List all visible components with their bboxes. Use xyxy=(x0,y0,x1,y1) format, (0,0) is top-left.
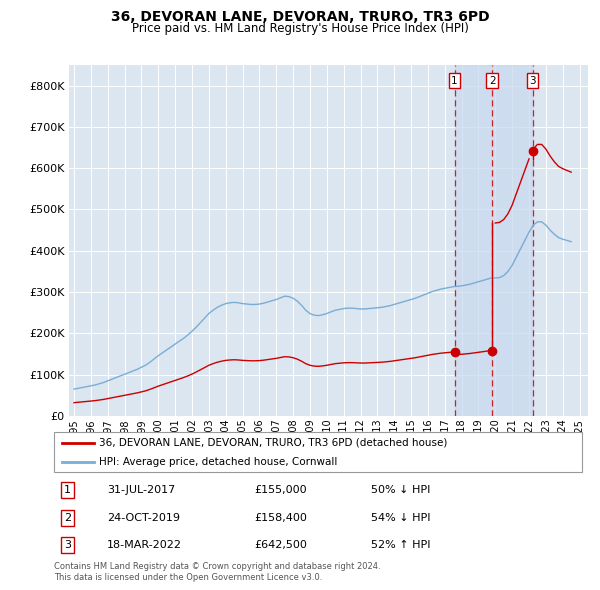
Text: 2: 2 xyxy=(64,513,71,523)
Text: 54% ↓ HPI: 54% ↓ HPI xyxy=(371,513,430,523)
Text: 31-JUL-2017: 31-JUL-2017 xyxy=(107,486,175,496)
Text: 3: 3 xyxy=(529,76,536,86)
Text: Price paid vs. HM Land Registry's House Price Index (HPI): Price paid vs. HM Land Registry's House … xyxy=(131,22,469,35)
Text: HPI: Average price, detached house, Cornwall: HPI: Average price, detached house, Corn… xyxy=(99,457,337,467)
Text: 18-MAR-2022: 18-MAR-2022 xyxy=(107,540,182,550)
Text: 52% ↑ HPI: 52% ↑ HPI xyxy=(371,540,430,550)
Text: This data is licensed under the Open Government Licence v3.0.: This data is licensed under the Open Gov… xyxy=(54,573,322,582)
Text: 1: 1 xyxy=(451,76,458,86)
Bar xyxy=(455,65,533,416)
Text: 36, DEVORAN LANE, DEVORAN, TRURO, TR3 6PD (detached house): 36, DEVORAN LANE, DEVORAN, TRURO, TR3 6P… xyxy=(99,438,447,448)
Text: £642,500: £642,500 xyxy=(254,540,308,550)
Text: 24-OCT-2019: 24-OCT-2019 xyxy=(107,513,180,523)
Text: 1: 1 xyxy=(64,486,71,496)
Text: £158,400: £158,400 xyxy=(254,513,308,523)
Text: 50% ↓ HPI: 50% ↓ HPI xyxy=(371,486,430,496)
Text: 36, DEVORAN LANE, DEVORAN, TRURO, TR3 6PD: 36, DEVORAN LANE, DEVORAN, TRURO, TR3 6P… xyxy=(110,10,490,24)
Text: 2: 2 xyxy=(489,76,496,86)
FancyBboxPatch shape xyxy=(54,432,582,472)
Text: Contains HM Land Registry data © Crown copyright and database right 2024.: Contains HM Land Registry data © Crown c… xyxy=(54,562,380,571)
Text: 3: 3 xyxy=(64,540,71,550)
Text: £155,000: £155,000 xyxy=(254,486,307,496)
